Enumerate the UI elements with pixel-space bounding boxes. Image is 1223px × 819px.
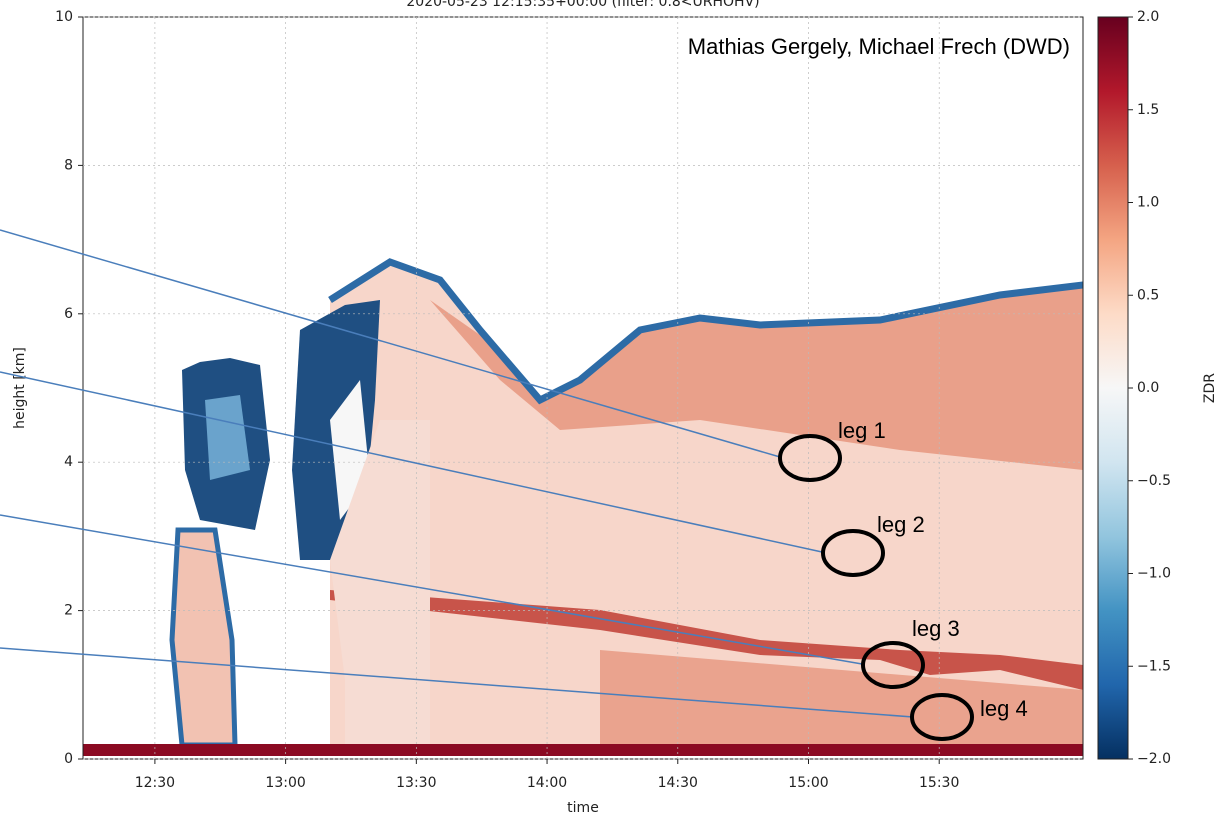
y-tick-label: 8: [64, 157, 73, 173]
leg-label: leg 3: [912, 616, 960, 641]
x-tick-label: 15:00: [788, 775, 828, 791]
colorbar-label: ZDR: [1202, 373, 1218, 403]
leg-label: leg 1: [838, 418, 886, 443]
x-tick-label: 12:30: [135, 775, 175, 791]
colorbar-tick-label: 1.0: [1137, 195, 1159, 211]
radar-echo: [83, 262, 1083, 756]
x-tick-label: 15:30: [919, 775, 959, 791]
annotation: Mathias Gergely, Michael Frech (DWD): [688, 34, 1070, 59]
x-tick-label: 14:00: [527, 775, 567, 791]
colorbar-tick-label: 0.0: [1137, 380, 1159, 396]
y-axis-label: height [km]: [12, 347, 28, 429]
y-tick-label: 6: [64, 306, 73, 322]
colorbar-tick-label: −2.0: [1137, 751, 1171, 767]
y-tick-label: 0: [64, 751, 73, 767]
colorbar-tick-label: 1.5: [1137, 102, 1159, 118]
colorbar-tick-label: −1.5: [1137, 658, 1171, 674]
x-tick-label: 13:30: [396, 775, 436, 791]
y-tick-label: 4: [64, 454, 73, 470]
colorbar: [1098, 17, 1128, 759]
leg-label: leg 4: [980, 696, 1028, 721]
x-tick-label: 14:30: [658, 775, 698, 791]
chart-title: 2020-05-23 12:15:35+00:00 (filter: 0.8<U…: [406, 0, 759, 10]
leg-label: leg 2: [877, 512, 925, 537]
colorbar-tick-label: −0.5: [1137, 473, 1171, 489]
colorbar-tick-label: 2.0: [1137, 9, 1159, 25]
colorbar-tick-label: −1.0: [1137, 566, 1171, 582]
x-tick-label: 13:00: [265, 775, 305, 791]
y-tick-label: 2: [64, 603, 73, 619]
chart: 2020-05-23 12:15:35+00:00 (filter: 0.8<U…: [0, 0, 1223, 819]
colorbar-tick-label: 0.5: [1137, 287, 1159, 303]
x-axis-label: time: [567, 800, 599, 816]
y-tick-label: 10: [55, 9, 73, 25]
